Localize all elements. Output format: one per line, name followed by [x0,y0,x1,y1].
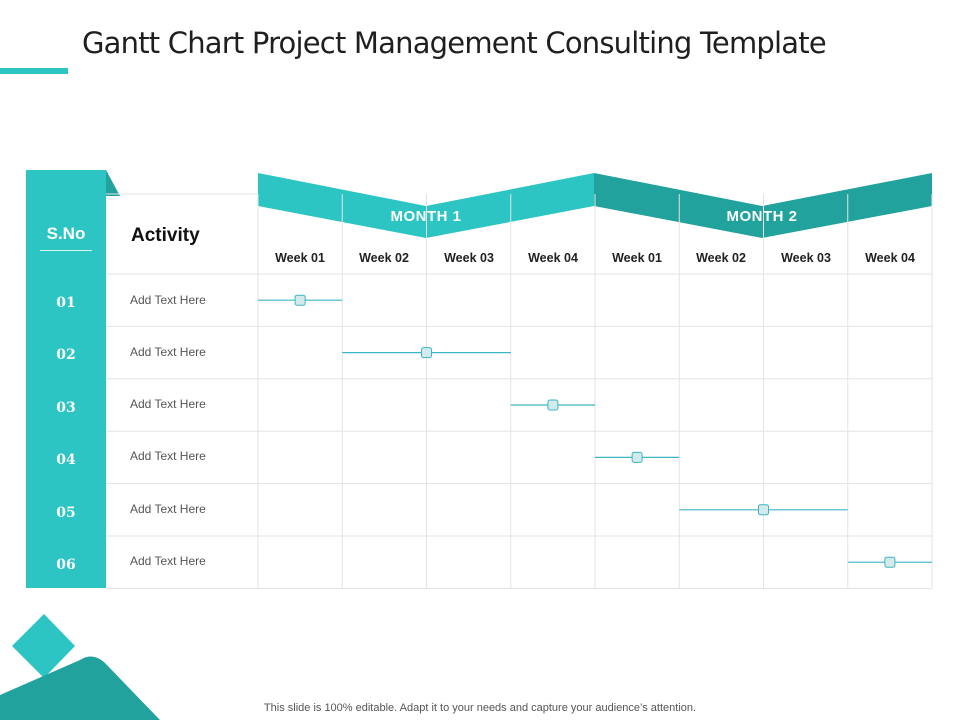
week-header: Week 03 [781,251,831,265]
activity-label: Add Text Here [130,293,206,307]
activity-label: Add Text Here [130,502,206,516]
activity-label: Add Text Here [130,554,206,568]
row-number: 04 [56,452,76,468]
sno-fold-triangle [106,170,120,196]
row-number: 02 [56,347,76,363]
footer-note: This slide is 100% editable. Adapt it to… [263,702,697,714]
row-number: 06 [56,557,76,573]
activity-label: Add Text Here [130,345,206,359]
activity-header: Activity [131,225,200,246]
week-header: Week 03 [444,251,494,265]
sno-underline [40,250,92,251]
gantt-marker [294,294,306,306]
slide-title: Gantt Chart Project Management Consultin… [82,26,827,60]
activity-label: Add Text Here [130,397,206,411]
sno-column [26,170,106,588]
week-header: Week 02 [696,251,746,265]
gantt-marker [884,556,896,568]
gantt-marker [421,347,432,359]
corner-decoration [0,614,160,720]
decor-peak [0,656,160,720]
activity-label: Add Text Here [130,449,206,463]
gantt-grid [106,193,933,589]
decor-diamond [12,614,75,678]
week-header: Week 04 [865,251,915,265]
week-header: Week 04 [528,251,578,265]
row-number: 05 [56,505,76,521]
month-label: MONTH 1 [390,208,462,225]
month-label: MONTH 2 [726,208,798,225]
row-number: 03 [56,400,76,416]
row-number: 01 [56,295,76,311]
week-header: Week 01 [275,251,325,265]
gantt-marker [547,399,559,411]
week-header: Week 02 [359,251,409,265]
week-header: Week 01 [612,251,662,265]
sno-header: S.No [46,224,86,243]
gantt-marker [631,451,643,463]
gantt-marker [758,504,769,516]
title-accent-bar [0,68,68,74]
